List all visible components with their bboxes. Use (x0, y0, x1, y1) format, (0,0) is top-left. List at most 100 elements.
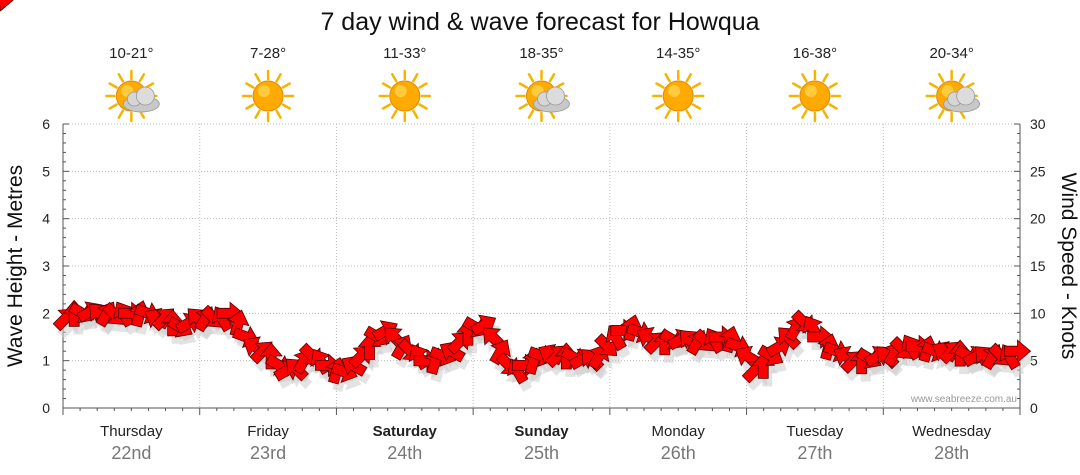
sun-ray (117, 73, 125, 83)
sun-ray (527, 73, 535, 83)
sun-ray (418, 82, 428, 89)
sun-ray (801, 109, 808, 119)
sun-ray (685, 73, 692, 83)
sun-ray (281, 103, 291, 110)
sun-ray (928, 103, 939, 110)
cloud-puff (135, 86, 155, 106)
sun-ray (391, 109, 398, 119)
sun-ray (391, 73, 398, 83)
sun-ray (245, 103, 255, 110)
y-tick-label-right: 15 (1030, 258, 1046, 274)
y-tick-label-left: 2 (42, 305, 50, 321)
y-tick-label-right: 5 (1030, 353, 1038, 369)
temperature-range: 7-28° (250, 45, 286, 62)
y-tick-label-left: 4 (42, 211, 50, 227)
day-label: Saturday (373, 423, 438, 440)
date-label: 28th (934, 443, 969, 463)
sun-ray (138, 73, 146, 83)
sun-highlight (804, 85, 817, 97)
sun-ray (958, 73, 966, 83)
wind-arrows (0, 0, 1032, 385)
sun-ray (381, 82, 392, 89)
y-axis-left-title: Wave Height - Metres (4, 165, 27, 367)
temperature-range: 20-34° (929, 45, 973, 62)
sun-ray (275, 109, 282, 119)
sun-ray (937, 109, 945, 119)
y-tick-label-left: 5 (42, 163, 50, 179)
date-label: 23rd (250, 443, 286, 463)
sun-ray (254, 73, 261, 83)
day-label: Tuesday (786, 423, 843, 440)
plot-area: 0 1 2 3 4 5 6 0 5 10 15 20 25 30 Thursday 22nd Friday 23r… (0, 0, 1046, 463)
sun-disc (662, 80, 694, 112)
sun-ray (655, 103, 665, 110)
day-label: Friday (247, 423, 289, 440)
sun-ray (108, 103, 118, 110)
sun-icon (378, 69, 432, 123)
date-label: 27th (797, 443, 832, 463)
sun-ray (412, 73, 419, 83)
sun-disc (799, 80, 831, 112)
day-label: Thursday (100, 423, 163, 440)
cloud-puff (546, 86, 565, 106)
sun-ray (801, 73, 808, 83)
credit-watermark: www.seabreeze.com.au (910, 394, 1017, 405)
wind-arrow (765, 336, 792, 358)
y-tick-label-right: 0 (1030, 400, 1038, 416)
sun-ray (828, 103, 838, 110)
wind-arrow (489, 339, 511, 366)
sun-ray (412, 109, 419, 119)
temperature-range: 18-35° (519, 45, 563, 62)
sun-icon (788, 69, 842, 123)
sun-ray (245, 82, 255, 89)
sun-disc (252, 80, 284, 112)
sun-ray (691, 82, 702, 89)
date-label: 25th (524, 443, 559, 463)
y-axis-right-title: Wind Speed - Knots (1057, 173, 1080, 360)
date-label: 24th (387, 443, 422, 463)
sun-cloud-icon (925, 69, 981, 123)
sun-ray (548, 73, 556, 83)
sun-ray (685, 109, 692, 119)
day-label: Wednesday (912, 423, 991, 440)
chart-title: 7 day wind & wave forecast for Howqua (320, 8, 759, 36)
sun-ray (117, 109, 125, 119)
wind-arrow (1004, 339, 1032, 364)
date-label: 26th (661, 443, 696, 463)
sun-ray (664, 109, 671, 119)
sun-icon (651, 69, 705, 123)
sun-ray (527, 109, 535, 119)
sun-ray (281, 82, 291, 89)
temperature-range: 10-21° (109, 45, 153, 62)
y-tick-label-left: 0 (42, 400, 50, 416)
sun-ray (664, 73, 671, 83)
temperature-range: 14-35° (656, 45, 700, 62)
sun-highlight (258, 85, 271, 97)
sun-ray (792, 103, 802, 110)
sun-icon (241, 69, 295, 123)
sun-ray (937, 73, 945, 83)
temperature-range: 16-38° (793, 45, 837, 62)
day-label: Monday (652, 423, 706, 440)
y-tick-label-left: 1 (42, 353, 50, 369)
sun-cloud-icon (105, 69, 160, 123)
arrow-shadows (0, 0, 1035, 392)
sun-ray (518, 82, 529, 89)
cloud-puff (956, 86, 976, 106)
sun-ray (822, 73, 829, 83)
day-label: Sunday (514, 423, 569, 440)
sun-ray (418, 103, 428, 110)
y-tick-label-right: 30 (1030, 116, 1046, 132)
y-tick-label-left: 3 (42, 258, 50, 274)
daily-header: 10-21° 7-28° 11-33° 18-35° 14-35° 16-38° 20-34… (105, 45, 981, 123)
sun-highlight (394, 85, 407, 97)
sun-ray (254, 109, 261, 119)
sun-ray (792, 82, 802, 89)
date-label: 22nd (111, 443, 151, 463)
sun-cloud-icon (515, 69, 570, 123)
wind-arrow (0, 0, 14, 12)
y-tick-label-right: 25 (1030, 163, 1046, 179)
sun-ray (928, 82, 939, 89)
sun-ray (275, 73, 282, 83)
sun-ray (108, 82, 118, 89)
